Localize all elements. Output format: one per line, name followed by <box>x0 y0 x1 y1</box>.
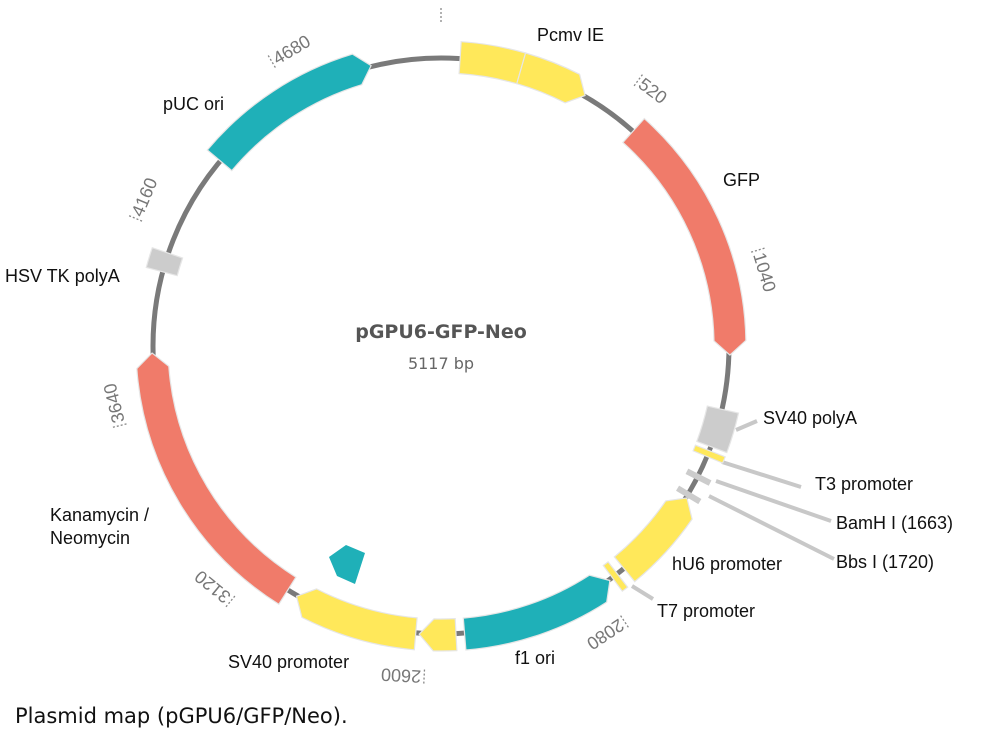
feature-puc-ori <box>206 53 372 172</box>
feature-pcmv-ie-part2 <box>516 52 586 104</box>
features <box>136 41 747 652</box>
figure-caption: Plasmid map (pGPU6/GFP/Neo). <box>15 704 348 728</box>
restriction-sites <box>676 468 712 505</box>
leader-bamhi <box>715 479 832 523</box>
label-sv40-promoter: SV40 promoter <box>228 652 349 672</box>
label-kanamycin: Kanamycin / <box>50 505 149 525</box>
plasmid-name: pGPU6-GFP-Neo <box>355 321 527 343</box>
tick-label: 520 <box>635 74 671 108</box>
label-hsv-tk-polya: HSV TK polyA <box>5 266 120 286</box>
feature-unlabeled <box>418 617 458 652</box>
feature-hu6-promoter <box>613 497 693 583</box>
label-hu6-promoter: hU6 promoter <box>672 554 782 574</box>
tick-mark <box>423 669 426 684</box>
tick-label: 3120 <box>191 566 235 607</box>
label-t7-promoter: T7 promoter <box>657 601 755 621</box>
leader-sv40-polya <box>735 419 758 432</box>
label-t3-promoter: T3 promoter <box>815 474 913 494</box>
feature-kanamycin <box>136 352 297 606</box>
tick-label: 1040 <box>749 250 780 294</box>
label-f1-ori: f1 ori <box>515 648 555 668</box>
tick-label: 4160 <box>127 175 161 220</box>
label-bamhi-site: BamH I (1663) <box>836 513 953 533</box>
label-leader-lines <box>630 419 835 601</box>
label-puc-ori: pUC ori <box>163 94 224 114</box>
feature-sv40-polya <box>696 405 740 454</box>
site-marker-bbs-i-1720 <box>676 485 702 505</box>
plasmid-size: 5117 bp <box>408 354 474 373</box>
origin-fragment-shape <box>329 545 365 584</box>
feature-pcmv-ie-part1 <box>458 41 527 85</box>
feature-f1-ori <box>462 574 611 651</box>
plasmid-map: 520 1040 2080 2600 3120 3640 4160 4680 pGPU6-GF… <box>5 8 953 686</box>
tick-label: 3640 <box>100 381 129 425</box>
leader-t3-promoter <box>721 460 802 489</box>
label-gfp: GFP <box>723 170 760 190</box>
feature-sv40-promoter <box>295 588 418 651</box>
tick-label: 4680 <box>269 31 314 69</box>
label-bbsi-site: Bbs I (1720) <box>836 552 934 572</box>
feature-gfp <box>622 117 747 356</box>
feature-t3-promoter <box>692 444 726 464</box>
feature-t7-promoter <box>602 561 629 593</box>
label-pcmv-ie: Pcmv IE <box>537 25 604 45</box>
label-sv40-polya: SV40 polyA <box>763 408 857 428</box>
feature-hsv-tk-polya <box>145 246 184 277</box>
leader-bbsi <box>708 494 835 561</box>
site-marker-bamh-i-1663 <box>685 468 712 486</box>
tick-label: 2600 <box>381 664 422 686</box>
leader-t7-promoter <box>630 584 655 601</box>
label-neomycin: Neomycin <box>50 528 130 548</box>
tick-label: 2080 <box>583 615 627 654</box>
